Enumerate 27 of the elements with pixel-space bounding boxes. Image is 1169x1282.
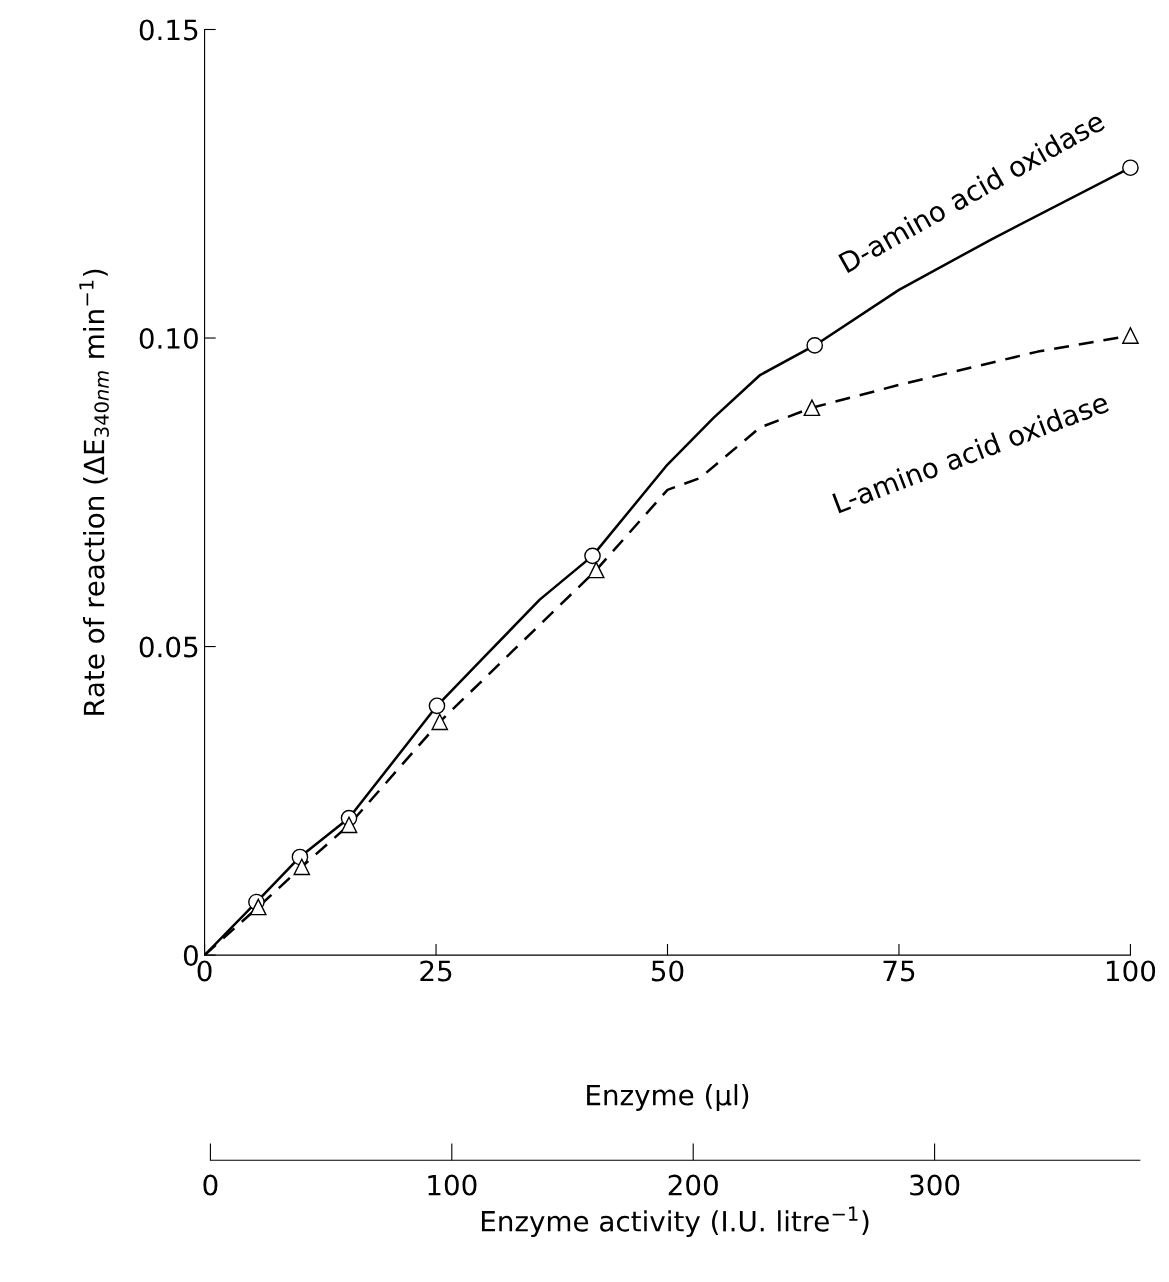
x2-tick-label: 300 [910, 1174, 960, 1196]
point [803, 399, 821, 417]
point [1122, 327, 1139, 344]
point [431, 713, 449, 731]
x2-tick-label: 100 [428, 1174, 477, 1196]
point [340, 816, 358, 834]
point [249, 898, 267, 916]
x2-tick-label: 0 [203, 1174, 218, 1196]
y-tick-label: 0 [183, 945, 198, 967]
x2-axis-title: Enzyme activity (I.U. litre$^{−1}$) [481, 1206, 869, 1238]
x2-tick-label: 200 [668, 1174, 718, 1196]
x-tick-label: 25 [420, 960, 452, 982]
point [806, 337, 824, 354]
x-tick-label: 0 [197, 960, 212, 982]
y-tick-label: 0.15 [139, 19, 198, 41]
point [587, 561, 605, 579]
y-axis-title: Rate of reaction (ΔE$_{340nm}$ min$^{−1}$) [79, 269, 109, 715]
point [1122, 159, 1139, 177]
x-tick-label: 100 [1106, 960, 1156, 982]
y-tick-label: 0.10 [139, 327, 198, 349]
x-tick-label: 75 [883, 960, 915, 982]
point [293, 858, 311, 876]
x-axis-title: Enzyme (µl) [587, 1084, 749, 1111]
point [584, 547, 601, 565]
y-tick-label: 0.05 [139, 636, 198, 658]
point [428, 697, 446, 715]
x-tick-label: 50 [651, 960, 684, 982]
